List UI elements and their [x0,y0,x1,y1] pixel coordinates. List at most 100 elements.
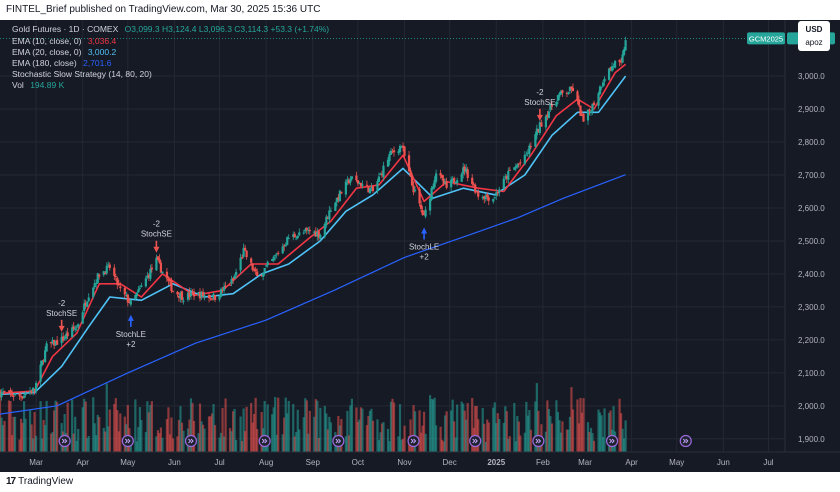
volume-bar-51 [105,383,108,452]
volume-bar-244 [513,402,516,452]
candle-body-130 [272,256,275,261]
ema180-value: 2,701.6 [83,58,112,68]
candle-body-94 [197,292,200,296]
candle-body-276 [579,105,582,116]
candle-body-156 [326,218,329,220]
candle-body-37 [75,326,78,328]
volume-bar-146 [305,400,308,452]
sell-arrow-icon-1 [153,240,160,253]
volume-bar-86 [179,406,182,452]
volume-bar-107 [222,436,226,452]
ema180-label: EMA (180, close) [12,58,77,68]
volume-bar-124 [260,412,263,452]
volume-bar-83 [171,438,175,452]
volume-bar-66 [137,427,140,452]
volume-bar-5 [9,401,12,452]
candle-body-274 [576,91,579,101]
candle-body-126 [263,267,266,272]
event-chevrons-icon-5 [410,438,417,444]
candle-body-295 [619,61,623,63]
legend-ema180-row[interactable]: EMA (180, close) 2,701.6 [12,58,111,68]
volume-bar-97 [201,424,205,452]
tradingview-logo[interactable]: 17 TradingView [6,476,73,487]
candles [0,36,627,402]
ema10-label: EMA (10, close, 0) [12,36,82,46]
volume-bar-55 [114,398,117,452]
candle-body-98 [203,295,206,297]
volume-bar-50 [104,431,107,452]
candle-body-263 [550,105,554,107]
volume-bar-283 [592,440,596,452]
candle-body-4 [7,390,11,392]
volume-bar-269 [565,429,569,452]
volume-bar-1 [0,417,3,452]
candle-body-13 [24,394,27,396]
price-chart[interactable]: -2StochSE-2StochSEStochLE+2StochLE+2-2St… [0,20,840,472]
grid [0,20,785,452]
volume-bar-47 [96,414,99,452]
chart-area[interactable] [0,20,840,472]
volume-bar-82 [170,417,173,452]
time-axis[interactable]: Mar Apr May Jun Jul Aug Sep Oct Nov Dec 2025 Feb Mar… [0,451,840,472]
candle-body-15 [30,391,33,393]
volume-bar-141 [295,432,298,452]
volume-bar-169 [355,407,358,452]
legend-volume-row[interactable]: Vol 194.89 K [12,80,64,90]
candle-body-34 [71,327,74,338]
candle-body-194 [407,155,411,172]
candle-body-167 [349,179,352,183]
volume-bar-185 [388,441,391,452]
candle-body-166 [347,179,350,184]
tradingview-mark-icon: 17 [6,476,16,487]
candle-body-28 [56,340,59,345]
candle-body-283 [592,102,596,105]
volume-bar-115 [241,440,244,452]
legend-title-row[interactable]: Gold Futures · 1D · COMEX O3,099.3 H3,12… [12,24,329,34]
currency-button[interactable]: USD apoz [798,21,830,51]
candle-body-184 [386,159,390,167]
candle-body-209 [439,173,442,176]
event-icons[interactable] [58,434,692,448]
legend-ema20-row[interactable]: EMA (20, close, 0) 3,000.2 [12,47,116,57]
volume-bar-38 [77,428,80,452]
candle-body-191 [400,146,403,148]
volume-bar-285 [598,412,602,452]
event-chevrons-icon-2 [188,438,194,444]
candle-body-26 [53,339,56,346]
candle-body-123 [256,271,259,277]
candle-body-258 [540,122,543,127]
volume-bar-298 [624,420,627,452]
volume-bar-233 [487,422,490,452]
volume-bar-34 [71,399,74,452]
time-axis-bg [0,452,840,472]
volume-bar-147 [307,433,310,452]
volume-bar-253 [529,429,532,452]
volume-bar-59 [123,416,126,452]
price-axis[interactable]: 3,000.0 2,900.0 2,800.0 2,700.0 2,600.0 2,500… [784,20,840,472]
volume-bar-251 [526,415,529,452]
legend-ema10-row[interactable]: EMA (10, close, 0) 3,036.4 [12,36,116,46]
symbol-title[interactable]: Gold Futures · 1D · COMEX [12,24,119,34]
candle-body-10 [19,396,23,398]
candle-body-73 [150,267,153,270]
ohlc-values: O3,099.3 H3,124.4 L3,096.3 C3,114.3 +53.… [124,24,330,34]
candle-body-97 [201,291,205,297]
legend-strategy-row[interactable]: Stochastic Slow Strategy (14, 80, 20) [12,69,152,79]
volume-bar-120 [251,422,254,452]
volume-bar-211 [442,441,445,452]
volume-bar-268 [561,421,564,452]
event-chevrons-icon-0 [61,438,68,444]
candle-body-201 [421,210,424,215]
event-chevrons-icon-7 [535,438,542,444]
volume-bar-48 [98,416,101,452]
volume-bar-18 [34,435,38,452]
volume-bar-133 [277,397,280,452]
candle-body-80 [167,278,170,281]
candle-body-144 [302,232,305,234]
volume-bar-157 [328,416,331,452]
candle-body-168 [350,176,353,179]
volume-bar-210 [441,439,444,452]
volume-bar-171 [358,419,361,452]
volume-bar-156 [326,429,329,452]
volume-bar-117 [244,431,247,452]
